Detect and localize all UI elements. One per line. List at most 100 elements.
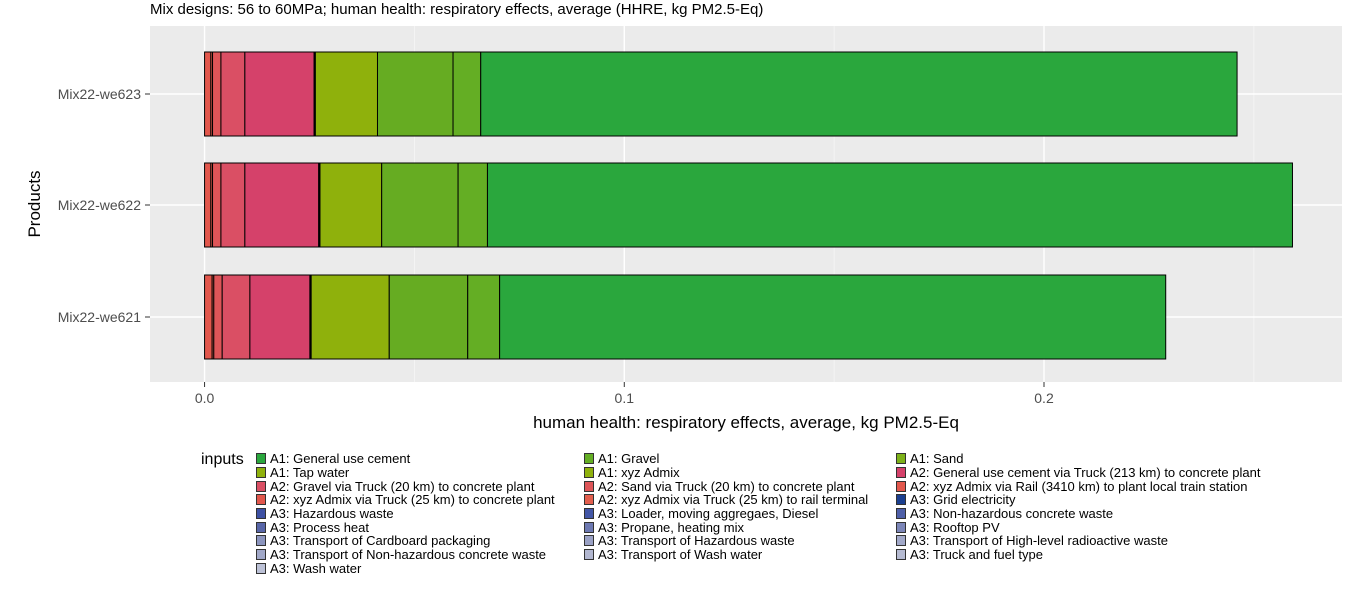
legend-item: A2: Gravel via Truck (20 km) to concrete… (256, 479, 555, 493)
legend-label: A2: General use cement via Truck (213 km… (910, 465, 1261, 481)
legend-swatch (256, 521, 266, 533)
bar-segment (212, 51, 222, 137)
legend-label: A1: General use cement (270, 451, 411, 467)
legend-item: A1: xyz Admix (584, 466, 868, 480)
legend-item: A2: General use cement via Truck (213 km… (896, 466, 1260, 480)
x-tick-label: 0.2 (1034, 390, 1054, 406)
legend-swatch (896, 467, 906, 479)
legend-label: A3: Propane, heating mix (598, 519, 744, 535)
bar-segment (319, 162, 383, 248)
bar-segment (221, 274, 251, 360)
y-axis-label: Products (25, 170, 44, 237)
legend-item: A3: Non-hazardous concrete waste (896, 507, 1260, 521)
legend-item: A1: Tap water (256, 466, 555, 480)
legend-item: A2: xyz Admix via Truck (25 km) to rail … (584, 493, 868, 507)
legend-label: A3: Wash water (270, 560, 362, 576)
bar-segment (499, 274, 1167, 360)
bars (204, 51, 1293, 360)
legend-swatch (584, 521, 594, 533)
legend-swatch (584, 535, 594, 547)
y-tick-label: Mix22-we622 (58, 197, 141, 213)
legend-item: A3: Transport of Cardboard packaging (256, 534, 555, 548)
bar-segment (388, 274, 469, 360)
legend-item: A3: Transport of Hazardous waste (584, 534, 868, 548)
legend-label: A3: Transport of Non-hazardous concrete … (270, 547, 547, 563)
legend-swatch (896, 549, 906, 561)
bar-segment (220, 51, 246, 137)
legend-item: A3: Loader, moving aggregaes, Diesel (584, 507, 868, 521)
bar-segment (204, 51, 212, 137)
legend-label: A2: xyz Admix via Rail (3410 km) to plan… (910, 478, 1248, 494)
bar-segment (212, 162, 222, 248)
legend-label: A3: Transport of Wash water (598, 547, 763, 563)
legend-label: A1: Tap water (270, 465, 350, 481)
legend-label: A3: Grid electricity (910, 492, 1016, 508)
legend-title: inputs (201, 451, 244, 468)
legend-swatch (584, 467, 594, 479)
legend-swatch (584, 494, 594, 506)
legend-column-3: A1: Sand A2: General use cement via Truck… (896, 452, 1260, 562)
legend-swatch (256, 535, 266, 547)
legend-label: A3: Transport of Cardboard packaging (270, 533, 491, 549)
bar-segment (381, 162, 459, 248)
legend-label: A1: Sand (910, 451, 964, 467)
y-tick-label: Mix22-we623 (58, 86, 141, 102)
legend-swatch (256, 562, 266, 574)
legend-swatch (256, 494, 266, 506)
legend-swatch (896, 494, 906, 506)
legend-item: A3: Transport of Non-hazardous concrete … (256, 548, 555, 562)
bar-segment (220, 162, 246, 248)
chart-title: Mix designs: 56 to 60MPa; human health: … (150, 1, 763, 18)
legend-swatch (896, 521, 906, 533)
legend-label: A3: Transport of High-level radioactive … (910, 533, 1168, 549)
legend-label: A2: xyz Admix via Truck (25 km) to concr… (270, 492, 555, 508)
bar-segment (249, 274, 311, 360)
chart-svg: Mix22-we623 Mix22-we622 Mix22-we621 0.0 0.1… (25, 1, 1342, 432)
x-axis-label: human health: respiratory effects, avera… (533, 413, 959, 432)
legend-swatch (584, 508, 594, 520)
x-tick-label: 0.1 (615, 390, 635, 406)
legend-item: A3: Transport of High-level radioactive … (896, 534, 1260, 548)
legend-label: A3: Truck and fuel type (910, 547, 1043, 563)
legend-item: A3: Hazardous waste (256, 507, 555, 521)
legend-label: A1: xyz Admix (598, 465, 680, 481)
bar-segment (204, 274, 213, 360)
legend-item: A3: Truck and fuel type (896, 548, 1260, 562)
bar-segment (486, 162, 1293, 248)
legend-item: A3: Process heat (256, 520, 555, 534)
bar-segment (467, 274, 501, 360)
legend-label: A3: Loader, moving aggregaes, Diesel (598, 506, 819, 522)
legend-item: A3: Propane, heating mix (584, 520, 868, 534)
bar-segment (314, 51, 378, 137)
legend-swatch (896, 508, 906, 520)
legend-swatch (584, 453, 594, 465)
legend-label: A3: Rooftop PV (910, 519, 1000, 535)
legend-swatch (896, 453, 906, 465)
legend-swatch (896, 480, 906, 492)
legend-item: A1: Sand (896, 452, 1260, 466)
legend-swatch (896, 535, 906, 547)
legend-swatch (256, 467, 266, 479)
legend-item: A1: Gravel (584, 452, 868, 466)
legend-item: A2: xyz Admix via Rail (3410 km) to plan… (896, 479, 1260, 493)
bar-segment (244, 162, 320, 248)
legend-label: A3: Transport of Hazardous waste (598, 533, 795, 549)
legend-label: A2: xyz Admix via Truck (25 km) to rail … (598, 492, 869, 508)
legend-swatch (584, 549, 594, 561)
legend-item: A3: Grid electricity (896, 493, 1260, 507)
legend-label: A3: Non-hazardous concrete waste (910, 506, 1114, 522)
legend-item: A2: Sand via Truck (20 km) to concrete p… (584, 479, 868, 493)
legend-item: A3: Transport of Wash water (584, 548, 868, 562)
legend-item: A1: General use cement (256, 452, 555, 466)
bar-segment (244, 51, 315, 137)
bar-segment (480, 51, 1238, 137)
legend-item: A3: Rooftop PV (896, 520, 1260, 534)
legend-swatch (256, 508, 266, 520)
bar-segment (310, 274, 390, 360)
bar-segment (457, 162, 488, 248)
legend-swatch (584, 480, 594, 492)
bar-segment (213, 274, 223, 360)
legend-column-2: A1: Gravel A1: xyz Admix A2: Sand via Truc… (584, 452, 868, 562)
bar-segment (452, 51, 482, 137)
legend-label: A2: Sand via Truck (20 km) to concrete p… (598, 478, 855, 494)
